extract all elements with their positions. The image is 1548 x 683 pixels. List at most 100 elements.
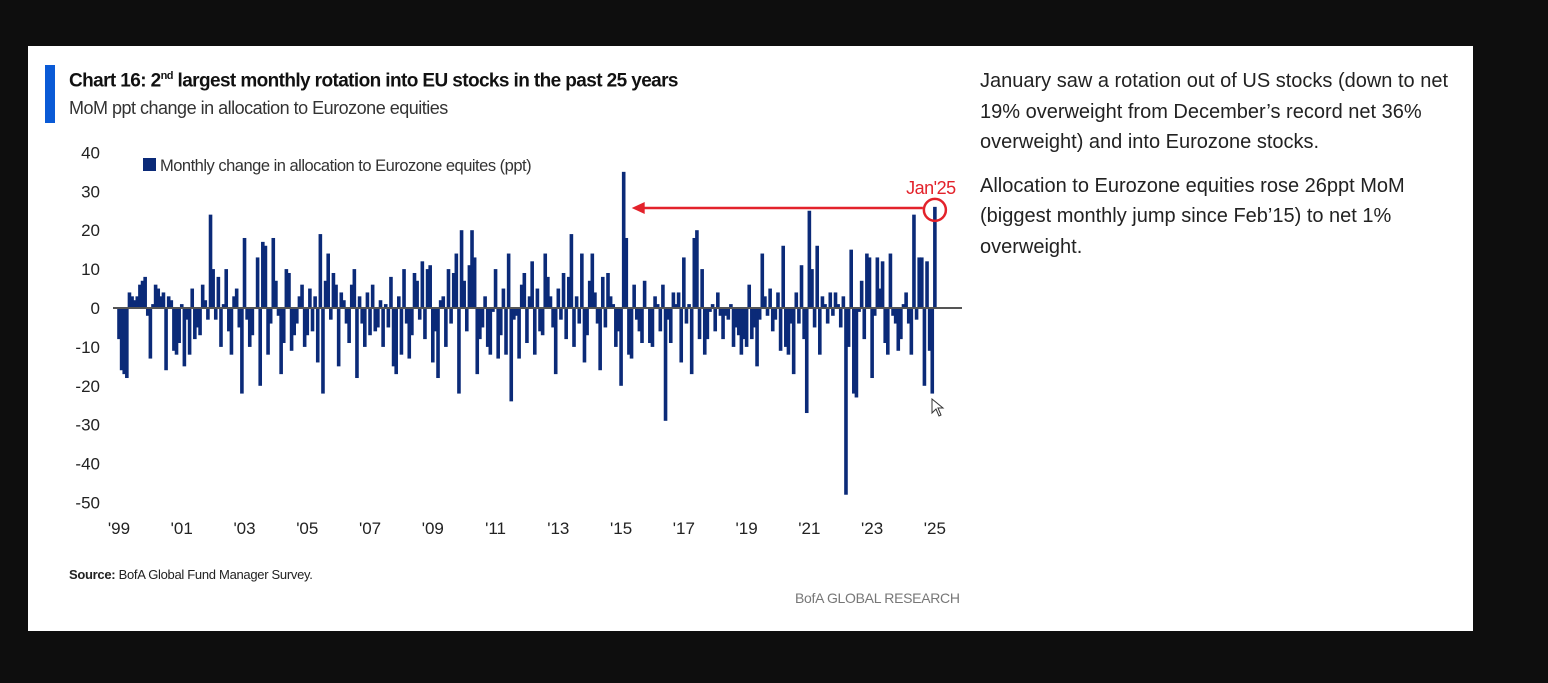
bar (310, 308, 315, 332)
bar (308, 288, 312, 308)
bar (543, 253, 548, 308)
bar (784, 308, 788, 347)
title-accent-bar (45, 65, 55, 123)
bar (470, 230, 474, 308)
legend-label: Monthly change in allocation to Eurozone… (160, 157, 531, 175)
bar (339, 292, 344, 308)
bar (637, 308, 642, 332)
bar (891, 308, 895, 316)
bar (315, 308, 320, 363)
bar (449, 308, 453, 324)
title-text: Chart 16: 2 (69, 70, 161, 92)
bar (825, 308, 830, 324)
bar (221, 304, 226, 308)
bar (553, 308, 558, 375)
bar (849, 249, 853, 308)
bar (498, 308, 503, 336)
bar (195, 308, 200, 328)
bar (702, 308, 707, 355)
bar (525, 308, 529, 344)
bar (535, 288, 540, 308)
bar (797, 308, 801, 324)
bar (600, 276, 605, 308)
bar (859, 280, 864, 308)
bar (687, 304, 691, 308)
bar (823, 304, 827, 308)
bar (352, 269, 357, 308)
bar (187, 308, 192, 355)
bar (608, 296, 613, 308)
bar (734, 308, 738, 328)
bar (621, 171, 626, 308)
x-tick-label: '19 (736, 519, 758, 538)
bar (676, 292, 681, 308)
bar (522, 272, 527, 308)
bar (386, 308, 391, 328)
bar (229, 308, 234, 355)
bar (930, 308, 935, 394)
bar (373, 308, 378, 332)
bar (572, 308, 576, 347)
bar (912, 214, 916, 308)
bar (566, 276, 571, 308)
bar (255, 257, 260, 308)
bar (271, 237, 276, 308)
bar (574, 296, 579, 308)
highlight-circle (922, 197, 948, 223)
bar (640, 308, 644, 344)
bar (300, 284, 304, 308)
bar (347, 308, 351, 344)
brand-label: BofA GLOBAL RESEARCH (795, 590, 960, 606)
bar (862, 308, 867, 340)
bar (428, 265, 432, 308)
bar (689, 308, 694, 375)
title-superscript: nd (160, 70, 174, 82)
bar (423, 308, 427, 340)
bar (634, 308, 639, 320)
bar (172, 308, 176, 351)
x-tick-label: '23 (861, 519, 883, 538)
bar (200, 284, 205, 308)
bar (836, 304, 840, 308)
source-text: BofA Global Fund Manager Survey. (115, 567, 313, 582)
bar (577, 308, 582, 324)
bar (250, 308, 255, 336)
bar (224, 269, 229, 308)
bar (906, 308, 911, 324)
bar (208, 214, 213, 308)
bar (786, 308, 791, 355)
bar (692, 237, 697, 308)
bar (668, 308, 673, 344)
bar (527, 296, 532, 308)
mouse-cursor-icon (931, 398, 945, 417)
bar (216, 276, 221, 308)
bar (370, 284, 375, 308)
bar (441, 296, 446, 308)
y-tick-label: -50 (75, 494, 100, 513)
bar (867, 257, 872, 308)
title-text-rest: largest monthly rotation into EU stocks … (172, 70, 679, 92)
x-tick-label: '21 (798, 519, 820, 538)
bar (674, 304, 678, 308)
y-tick-label: -30 (75, 416, 100, 435)
bar (433, 308, 438, 332)
bar (538, 308, 542, 332)
x-tick-label: '11 (485, 519, 506, 538)
bar (519, 284, 524, 308)
bar (755, 308, 759, 367)
bar (281, 308, 286, 344)
bar (778, 308, 783, 351)
bar (695, 230, 699, 308)
bar (143, 276, 147, 308)
bar (376, 308, 380, 328)
bar (546, 276, 550, 308)
bar (627, 308, 631, 355)
bar (213, 308, 218, 320)
bar (718, 308, 723, 316)
bar (383, 304, 388, 308)
bar (504, 308, 508, 355)
x-axis: '99 '01 '03 '05 '07 '09 '11 '13 '15 '17 '19 '21 '23 '… (108, 519, 946, 538)
bar (679, 308, 684, 363)
bar (412, 272, 417, 308)
bar (757, 308, 762, 320)
